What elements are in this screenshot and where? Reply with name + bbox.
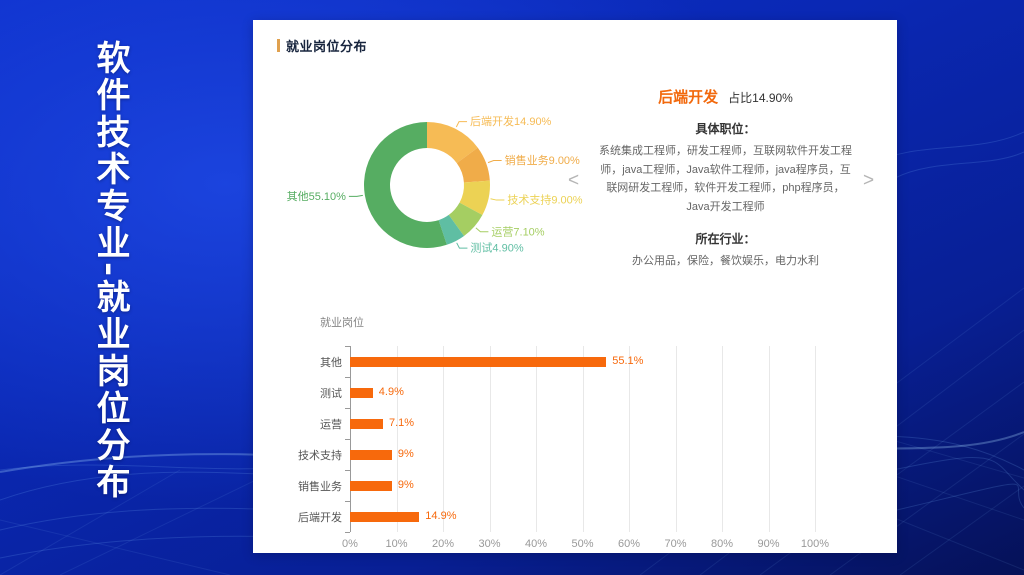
donut-slice-技术支持[interactable] [459,180,490,216]
bar-chart-grid-line [489,346,491,532]
donut-label: 测试4.90% [470,242,523,255]
bar-chart-axis-tick [345,377,350,378]
bar-chart-title: 就业岗位 [320,317,364,329]
bar-chart-grid-line [722,346,723,532]
bar-track: 14.9% [350,509,815,522]
bar-chart-y-axis-line [350,346,351,532]
bar-chart: 就业岗位 其他 55.1% 测试 4.9% 运营 7.1% 技术支持 9% 销售业务 9% 后端开发… [290,314,870,552]
content-card: 就业岗位分布 后端开发14.90% 销售业务9.00% 技术支持9.00% 运营7.1… [253,20,897,553]
donut-label: 技术支持9.00% [507,193,582,207]
bar-track: 9% [350,447,815,460]
donut-slice-后端开发[interactable] [427,122,478,164]
x-axis-tick-label: 100% [800,538,830,550]
bar-chart-axis-tick [345,501,350,502]
donut-leader-line [348,194,363,197]
bar-chart-grid-line [675,346,677,532]
x-axis-tick-label: 80% [710,538,734,550]
bar-chart-axis-tick [345,346,350,347]
x-axis-tick-label: 50% [571,538,594,550]
x-axis-tick-label: 90% [757,538,780,550]
bar-value-label: 14.9% [425,509,457,522]
donut-leader-line [456,242,468,249]
donut-slice-运营[interactable] [448,202,483,236]
donut-label: 其他55.10% [287,190,347,203]
bar-chart-grid-line [629,346,630,532]
detail-panel: 后端开发 占比14.90% 具体职位： 系统集成工程师，研发工程师，互联网软件开发… [598,86,853,270]
industries-label: 所在行业： [695,231,756,246]
industries-text: 办公用品，保险，餐饮娱乐，电力水利 [632,254,819,267]
detail-share: 占比14.90% [728,91,793,105]
bar-category-label: 其他 [320,356,342,369]
bar-技术支持[interactable] [350,449,392,460]
slide-vertical-title: 软件技术专业-就业岗位分布 [90,40,130,502]
x-axis-tick-label: 30% [478,538,501,550]
bar-value-label: 55.1% [612,354,644,367]
bar-value-label: 9% [397,447,414,460]
bar-chart-grid-line [582,346,584,532]
positions-label: 具体职位： [695,122,756,136]
bar-chart-grid-line [536,346,537,532]
bar-category-label: 后端开发 [298,511,342,524]
bar-track: 4.9% [350,385,815,398]
bar-category-label: 测试 [320,387,342,400]
bar-row-销售业务: 销售业务 9% [290,470,870,501]
bar-后端开发[interactable] [350,511,420,522]
donut-label: 运营7.10% [491,224,544,238]
bar-category-label: 技术支持 [298,449,342,462]
x-axis-tick-label: 70% [664,538,687,550]
donut-label: 后端开发14.90% [470,114,552,128]
x-axis-tick-label: 60% [617,538,641,550]
bar-row-后端开发: 后端开发 14.9% [290,501,870,532]
bar-row-技术支持: 技术支持 9% [290,439,870,470]
bar-其他[interactable] [350,356,607,367]
donut-leader-line [455,121,468,128]
detail-head: 后端开发 占比14.90% [598,86,853,107]
bar-row-其他: 其他 55.1% [290,346,870,377]
bar-chart-axis-tick [345,532,350,533]
donut-slice-销售业务[interactable] [456,147,490,183]
bar-track: 7.1% [350,416,815,429]
bar-chart-axis-tick [345,408,350,409]
bar-row-测试: 测试 4.9% [290,377,870,408]
donut-label: 销售业务9.00% [505,153,580,167]
bar-chart-x-axis: 0% 10% 20% 30% 40% 50% 60% 70% 80% 90% 100% [342,538,829,552]
bar-category-label: 运营 [320,418,342,431]
bar-row-运营: 运营 7.1% [290,408,870,439]
detail-title: 后端开发 [658,89,719,106]
donut-leader-line [487,160,502,164]
carousel-prev-arrow[interactable]: < [568,170,580,191]
bar-测试[interactable] [350,387,373,398]
bar-track: 55.1% [350,354,815,367]
card-header: 就业岗位分布 [277,36,367,55]
title-accent-bar [277,39,280,52]
donut-leader-line [475,227,489,233]
bar-chart-grid-line [815,346,816,532]
bar-运营[interactable] [350,418,383,429]
bar-chart-grid [345,346,816,533]
x-axis-tick-label: 0% [342,538,358,550]
positions-text: 系统集成工程师，研发工程师，互联网软件开发工程师，java工程师，Java软件工… [599,145,852,214]
bar-chart-axis-tick [345,470,350,471]
x-axis-tick-label: 20% [431,538,455,550]
bar-chart-grid-line [443,346,444,532]
donut-slice-测试[interactable] [438,214,465,245]
bar-销售业务[interactable] [350,480,392,491]
bar-chart-grid-line [768,346,770,532]
x-axis-tick-label: 40% [524,538,548,550]
donut-leader-line [490,198,505,201]
bar-chart-grid-line [396,346,398,532]
carousel-next-arrow[interactable]: > [863,170,875,191]
bar-value-label: 4.9% [378,385,404,398]
bar-track: 9% [350,478,815,491]
x-axis-tick-label: 10% [385,538,408,550]
bar-chart-plot: 其他 55.1% 测试 4.9% 运营 7.1% 技术支持 9% 销售业务 9% 后端开发 14.9% [290,346,870,533]
bar-value-label: 7.1% [389,416,415,429]
bar-value-label: 9% [397,478,414,491]
donut-slice-其他[interactable] [364,122,447,248]
card-title: 就业岗位分布 [286,39,368,54]
bar-category-label: 销售业务 [298,480,342,493]
donut-chart: 后端开发14.90% 销售业务9.00% 技术支持9.00% 运营7.10% 测试4.9… [287,114,583,255]
bar-chart-axis-tick [345,439,350,440]
